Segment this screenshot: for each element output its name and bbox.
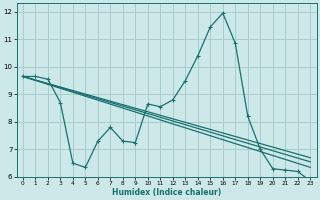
X-axis label: Humidex (Indice chaleur): Humidex (Indice chaleur) — [112, 188, 221, 197]
